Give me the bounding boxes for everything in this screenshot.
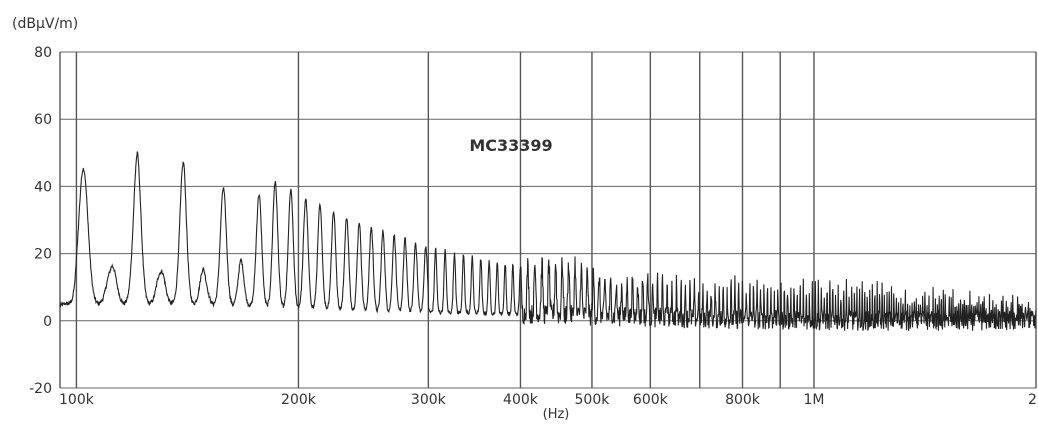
x-tick-label: 300k [411,392,447,408]
x-tick-label: 400k [503,392,539,408]
y-tick-label: 60 [34,112,52,128]
x-tick-label: 600k [633,392,669,408]
series-label-mc33399: MC33399 [469,136,552,155]
y-tick-label: 40 [34,179,52,195]
x-tick-label: 1M [803,392,824,408]
tick-labels: -20 0 20 40 60 80 100k 200k 300k 400k 500k 600k 800k… [29,45,1038,408]
x-tick-label: 2M [1028,392,1038,408]
x-tick-label: 500k [575,392,611,408]
y-tick-label: 0 [43,314,52,330]
x-axis-label: (Hz) [543,407,570,422]
x-tick-label: 200k [281,392,317,408]
y-tick-label: 20 [34,247,52,263]
plot-area [59,151,1037,331]
y-axis-label: (dBµV/m) [12,16,78,32]
x-tick-label: 800k [725,392,761,408]
y-tick-label: -20 [29,381,52,397]
y-tick-label: 80 [34,45,52,61]
series-line-mc33399 [59,151,1037,331]
grid [59,51,1037,389]
x-tick-label: 100k [59,392,95,408]
